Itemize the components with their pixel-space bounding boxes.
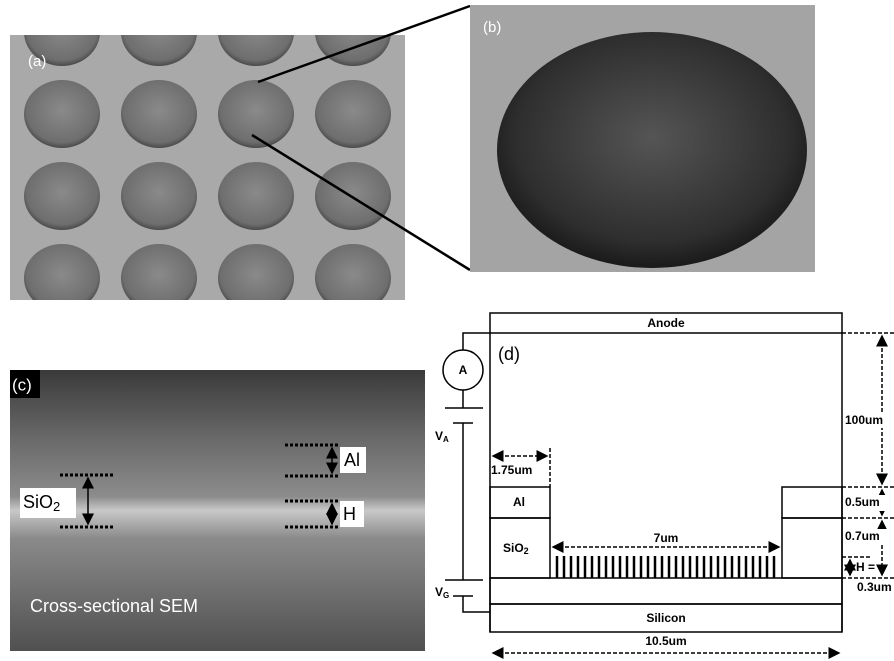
hole [121, 162, 197, 230]
hole [24, 80, 100, 148]
hole [24, 244, 100, 312]
silicon-label: Silicon [646, 611, 685, 625]
hole [315, 0, 391, 66]
al-label: Al [513, 495, 525, 509]
hole [218, 162, 294, 230]
vg-label: VG [435, 585, 449, 600]
hole [315, 80, 391, 148]
hole [315, 162, 391, 230]
hole [121, 244, 197, 312]
hole [218, 0, 294, 66]
panel-d: Anode (d) Al SiO2 Silicon A VA VG 1.75um… [435, 313, 894, 653]
dim-label: 0.3um [857, 580, 892, 594]
dim-label: 0.7um [845, 529, 880, 543]
h-label: H [343, 504, 356, 524]
nanotube-hole [497, 32, 807, 268]
panel-label: (b) [483, 19, 501, 36]
hole [121, 0, 197, 66]
panel-label: (a) [28, 53, 46, 70]
panel-c: (c) Al H SiO2 Cross-sectional SEM [10, 370, 425, 651]
panel-b: (b) [470, 5, 815, 272]
panel-label: (d) [498, 344, 520, 364]
va-label: VA [435, 429, 449, 444]
figure: (a) (b) (c) Al H SiO2 Cross-sectional SE… [0, 0, 894, 661]
dim-label: H = [856, 560, 875, 574]
dim-label: 0.5um [845, 495, 880, 509]
dim-label: 100um [845, 413, 883, 427]
sio2-label: SiO2 [503, 541, 529, 556]
anode-label: Anode [647, 316, 685, 330]
panel-a: (a) [10, 0, 405, 312]
hole [218, 244, 294, 312]
hole [24, 162, 100, 230]
dim-label: 10.5um [645, 634, 686, 648]
ammeter-label: A [459, 363, 468, 377]
hole [315, 244, 391, 312]
panel-label: (c) [12, 375, 32, 394]
nanotubes [557, 556, 774, 578]
dim-label: 7um [654, 531, 679, 545]
dim-label: 1.75um [491, 463, 532, 477]
caption: Cross-sectional SEM [30, 596, 198, 616]
hole [121, 80, 197, 148]
al-label: Al [344, 450, 360, 470]
